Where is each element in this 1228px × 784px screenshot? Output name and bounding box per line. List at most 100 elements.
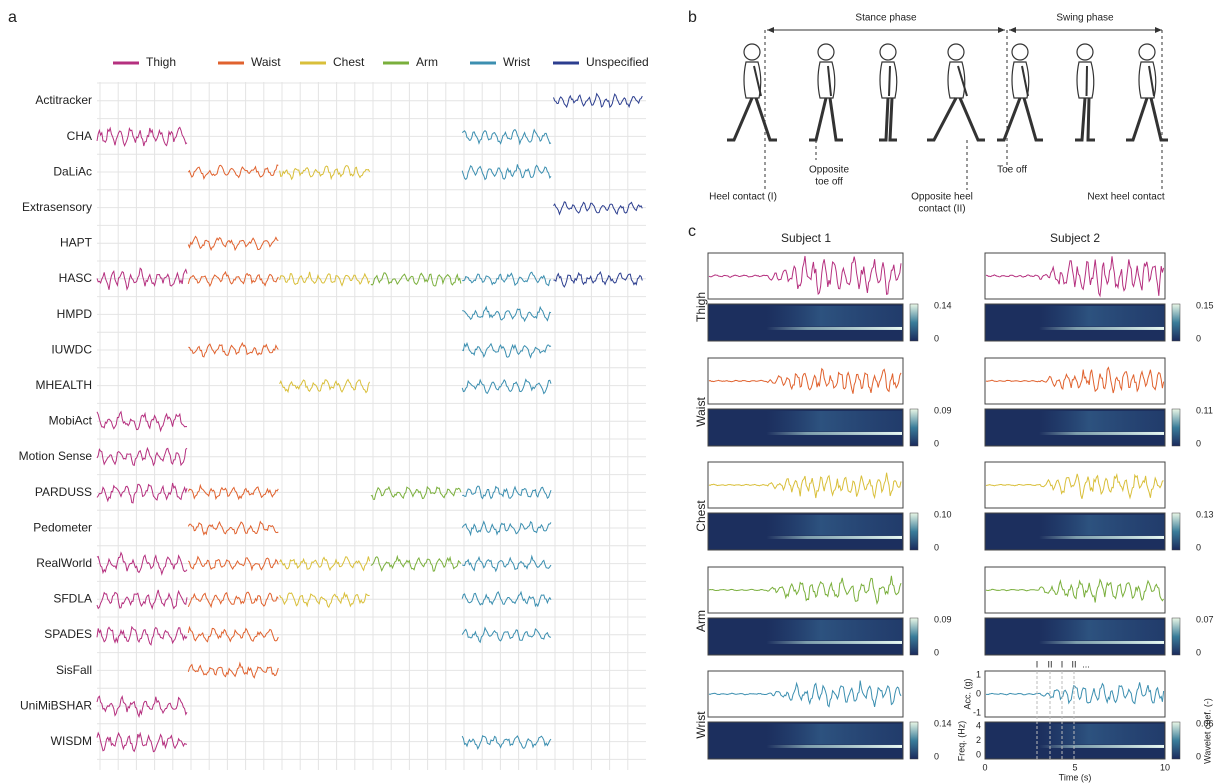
walker-leg <box>756 98 777 140</box>
panel-label: c <box>688 223 696 240</box>
dataset-label: Motion Sense <box>19 449 93 463</box>
event-label: Heel contact (I) <box>709 192 777 203</box>
arrow-head <box>767 27 774 33</box>
spectrogram-haze <box>767 724 903 744</box>
walker-leg <box>879 98 888 140</box>
sensor-signal <box>462 380 551 394</box>
sensor-signal <box>371 487 461 499</box>
axis-label: Time (s) <box>1059 772 1092 782</box>
walker-head <box>744 44 760 60</box>
spectrogram-band <box>767 745 903 748</box>
dataset-label: WISDM <box>51 734 92 748</box>
page: aThighWaistChestArmWristUnspecifiedActit… <box>0 0 1228 784</box>
spectrogram-band <box>1039 641 1164 644</box>
walker-head <box>880 44 896 60</box>
walker-leg <box>727 98 752 140</box>
dataset-label: RealWorld <box>36 556 92 570</box>
colorbar-max: 0.09 <box>934 405 952 415</box>
colorbar <box>1172 513 1180 550</box>
walker-leg <box>997 98 1020 140</box>
walker-arm <box>889 66 890 96</box>
sensor-signal <box>97 483 187 503</box>
colorbar-label: Wavelet coef. (-) <box>1202 698 1212 764</box>
x-tick-label: 10 <box>1160 762 1170 772</box>
step-marker: II <box>1071 659 1076 669</box>
spectrogram-haze <box>1039 620 1164 640</box>
legend-label: Thigh <box>146 55 176 69</box>
dataset-label: HAPT <box>60 236 93 250</box>
colorbar-min: 0 <box>1196 647 1201 657</box>
colorbar-max: 0.11 <box>1196 405 1213 415</box>
colorbar-max: 0.14 <box>934 718 952 728</box>
row-label: Chest <box>694 500 708 532</box>
dataset-label: MHEALTH <box>36 378 92 392</box>
step-marker: II <box>1047 659 1052 669</box>
row-label: Wrist <box>694 711 708 739</box>
dataset-label: CHA <box>67 129 92 143</box>
sensor-signal <box>280 593 370 607</box>
x-tick-label: 0 <box>982 762 987 772</box>
subject-label: Subject 1 <box>781 231 831 245</box>
figure: aThighWaistChestArmWristUnspecifiedActit… <box>0 0 1228 784</box>
walker-leg <box>1075 98 1085 140</box>
spectrogram-band <box>767 432 903 435</box>
colorbar-max: 0.10 <box>934 509 952 519</box>
legend-label: Wrist <box>503 55 531 69</box>
walker-leg <box>1088 98 1095 140</box>
colorbar <box>910 722 918 759</box>
walker-head <box>818 44 834 60</box>
row-label: Waist <box>694 397 708 427</box>
legend-label: Waist <box>251 55 281 69</box>
walker-leg <box>830 98 843 140</box>
event-label: Toe off <box>997 165 1027 176</box>
colorbar-max: 0.13 <box>1196 509 1214 519</box>
walker-leg <box>960 98 985 140</box>
step-marker: I <box>1061 659 1064 669</box>
colorbar <box>910 409 918 446</box>
spectrogram-band <box>1039 327 1164 330</box>
event-label: contact (II) <box>918 204 965 215</box>
axis-label: Acc. (g) <box>962 678 972 709</box>
colorbar-min: 0 <box>1196 542 1201 552</box>
dataset-label: SFDLA <box>53 592 92 606</box>
spectrogram-band <box>767 327 903 330</box>
dataset-label: HMPD <box>57 307 93 321</box>
walker-body <box>818 62 835 98</box>
spectrogram-band <box>1039 432 1164 435</box>
walker-leg <box>927 98 956 140</box>
spectrogram-haze <box>767 306 903 326</box>
sensor-signal <box>554 272 643 287</box>
walker-arm <box>1087 66 1088 96</box>
spectrogram-band <box>1039 536 1164 539</box>
event-label: Next heel contact <box>1087 192 1164 203</box>
y-tick-label: 4 <box>976 720 981 730</box>
y-tick-label: -1 <box>973 707 981 717</box>
walker-body <box>1077 62 1094 98</box>
dataset-label: Extrasensory <box>22 200 92 214</box>
y-tick-label: 0 <box>976 688 981 698</box>
step-marker: ... <box>1082 659 1090 669</box>
spectrogram-haze <box>1039 724 1164 744</box>
colorbar-min: 0 <box>934 438 939 448</box>
walker-leg <box>1126 98 1147 140</box>
walker-leg <box>1024 98 1043 140</box>
colorbar-min: 0 <box>934 542 939 552</box>
colorbar-max: 0.07 <box>1196 614 1214 624</box>
walker-leg <box>1151 98 1168 140</box>
panel-label: a <box>8 9 17 26</box>
dataset-label: SisFall <box>56 663 92 677</box>
colorbar <box>1172 618 1180 655</box>
legend-label: Unspecified <box>586 55 649 69</box>
colorbar <box>1172 722 1180 759</box>
spectrogram-band <box>767 641 903 644</box>
colorbar-min: 0 <box>1196 751 1201 761</box>
walker-body <box>1012 62 1029 98</box>
colorbar-min: 0 <box>934 333 939 343</box>
arrow-head <box>998 27 1005 33</box>
spectrogram-haze <box>767 411 903 431</box>
sensor-signal <box>97 733 187 752</box>
colorbar-min: 0 <box>934 647 939 657</box>
colorbar-max: 0.09 <box>934 614 952 624</box>
phase-label: Stance phase <box>855 13 917 24</box>
axis-label: Freq. (Hz) <box>956 721 966 762</box>
